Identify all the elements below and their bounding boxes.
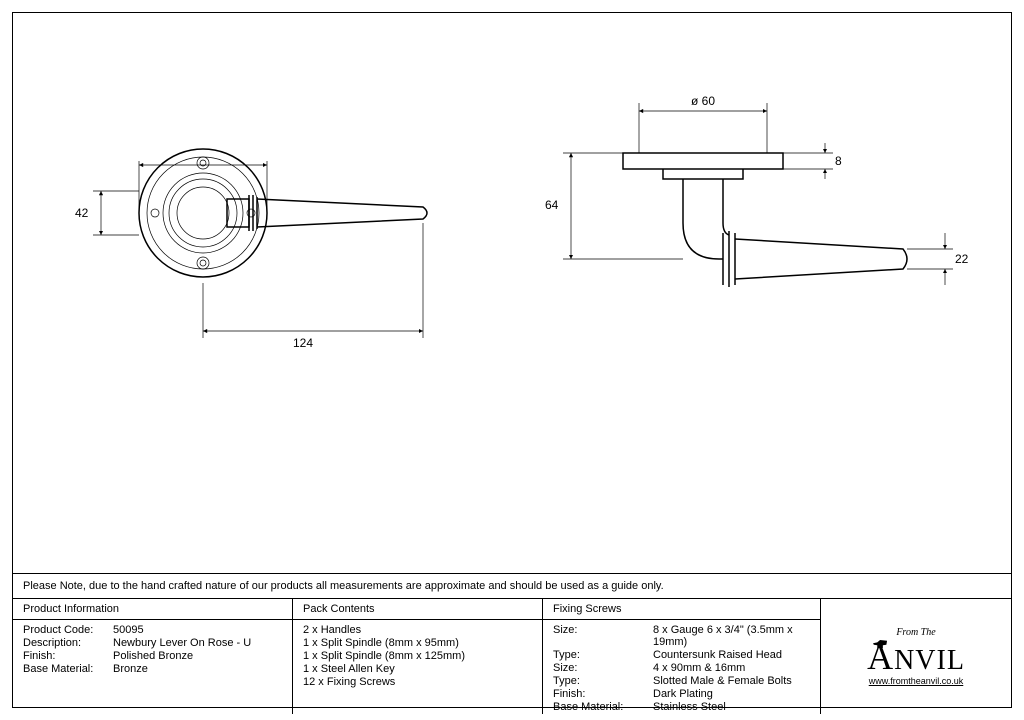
- dim-front-width: 124: [293, 336, 313, 350]
- fixing-label: Size:: [553, 662, 653, 674]
- dim-side-thickness: 8: [835, 154, 842, 168]
- product-info-header: Product Information: [13, 599, 292, 620]
- info-value: Newbury Lever On Rose - U: [113, 637, 282, 649]
- fixing-row: Type:Countersunk Raised Head: [553, 649, 810, 661]
- logo-letter-a: A: [867, 636, 894, 678]
- fixing-row: Base Material:Stainless Steel: [553, 701, 810, 713]
- fixing-label: Base Material:: [553, 701, 653, 713]
- fixing-label: Size:: [553, 624, 653, 648]
- info-label: Base Material:: [23, 663, 113, 675]
- fixing-label: Type:: [553, 649, 653, 661]
- dim-side-diameter: ø 60: [691, 94, 715, 108]
- product-info-row: Base Material:Bronze: [23, 663, 282, 675]
- fixing-value: Stainless Steel: [653, 701, 810, 713]
- fixing-label: Finish:: [553, 688, 653, 700]
- pack-contents-column: Pack Contents 2 x Handles1 x Split Spind…: [293, 599, 543, 714]
- info-label: Product Code:: [23, 624, 113, 636]
- fixing-value: Dark Plating: [653, 688, 810, 700]
- fixing-value: Slotted Male & Female Bolts: [653, 675, 810, 687]
- info-label: Finish:: [23, 650, 113, 662]
- dim-side-lever-end: 22: [955, 252, 969, 266]
- fixing-value: 8 x Gauge 6 x 3/4" (3.5mm x 19mm): [653, 624, 810, 648]
- info-label: Description:: [23, 637, 113, 649]
- info-tables: Product Information Product Code:50095De…: [13, 598, 1011, 714]
- pack-item: 1 x Split Spindle (8mm x 95mm): [303, 637, 532, 649]
- fixing-label: Type:: [553, 675, 653, 687]
- pack-contents-header: Pack Contents: [293, 599, 542, 620]
- brand-logo: From The ANVIL www.fromtheanvil.co.uk: [821, 599, 1011, 714]
- front-view: 42 124: [75, 149, 427, 350]
- disclaimer-note: Please Note, due to the hand crafted nat…: [13, 573, 1011, 598]
- pack-item: 12 x Fixing Screws: [303, 676, 532, 688]
- fixing-screws-column: Fixing Screws Size:8 x Gauge 6 x 3/4" (3…: [543, 599, 821, 714]
- pack-item: 2 x Handles: [303, 624, 532, 636]
- dim-front-height: 42: [75, 206, 89, 220]
- fixing-screws-header: Fixing Screws: [543, 599, 820, 620]
- dim-side-drop: 64: [545, 198, 559, 212]
- side-view: ø 60 8 64 22: [545, 94, 969, 287]
- fixing-row: Size:4 x 90mm & 16mm: [553, 662, 810, 674]
- product-info-row: Product Code:50095: [23, 624, 282, 636]
- pack-item: 1 x Steel Allen Key: [303, 663, 532, 675]
- pack-item: 1 x Split Spindle (8mm x 125mm): [303, 650, 532, 662]
- info-value: Bronze: [113, 663, 282, 675]
- info-value: 50095: [113, 624, 282, 636]
- product-info-row: Finish:Polished Bronze: [23, 650, 282, 662]
- logo-text: NVIL: [894, 645, 965, 677]
- fixing-row: Size:8 x Gauge 6 x 3/4" (3.5mm x 19mm): [553, 624, 810, 648]
- product-info-row: Description:Newbury Lever On Rose - U: [23, 637, 282, 649]
- fixing-value: 4 x 90mm & 16mm: [653, 662, 810, 674]
- product-info-column: Product Information Product Code:50095De…: [13, 599, 293, 714]
- anvil-icon: [873, 640, 887, 648]
- technical-drawing: 42 124: [13, 13, 1011, 573]
- fixing-value: Countersunk Raised Head: [653, 649, 810, 661]
- fixing-row: Finish:Dark Plating: [553, 688, 810, 700]
- info-value: Polished Bronze: [113, 650, 282, 662]
- fixing-row: Type:Slotted Male & Female Bolts: [553, 675, 810, 687]
